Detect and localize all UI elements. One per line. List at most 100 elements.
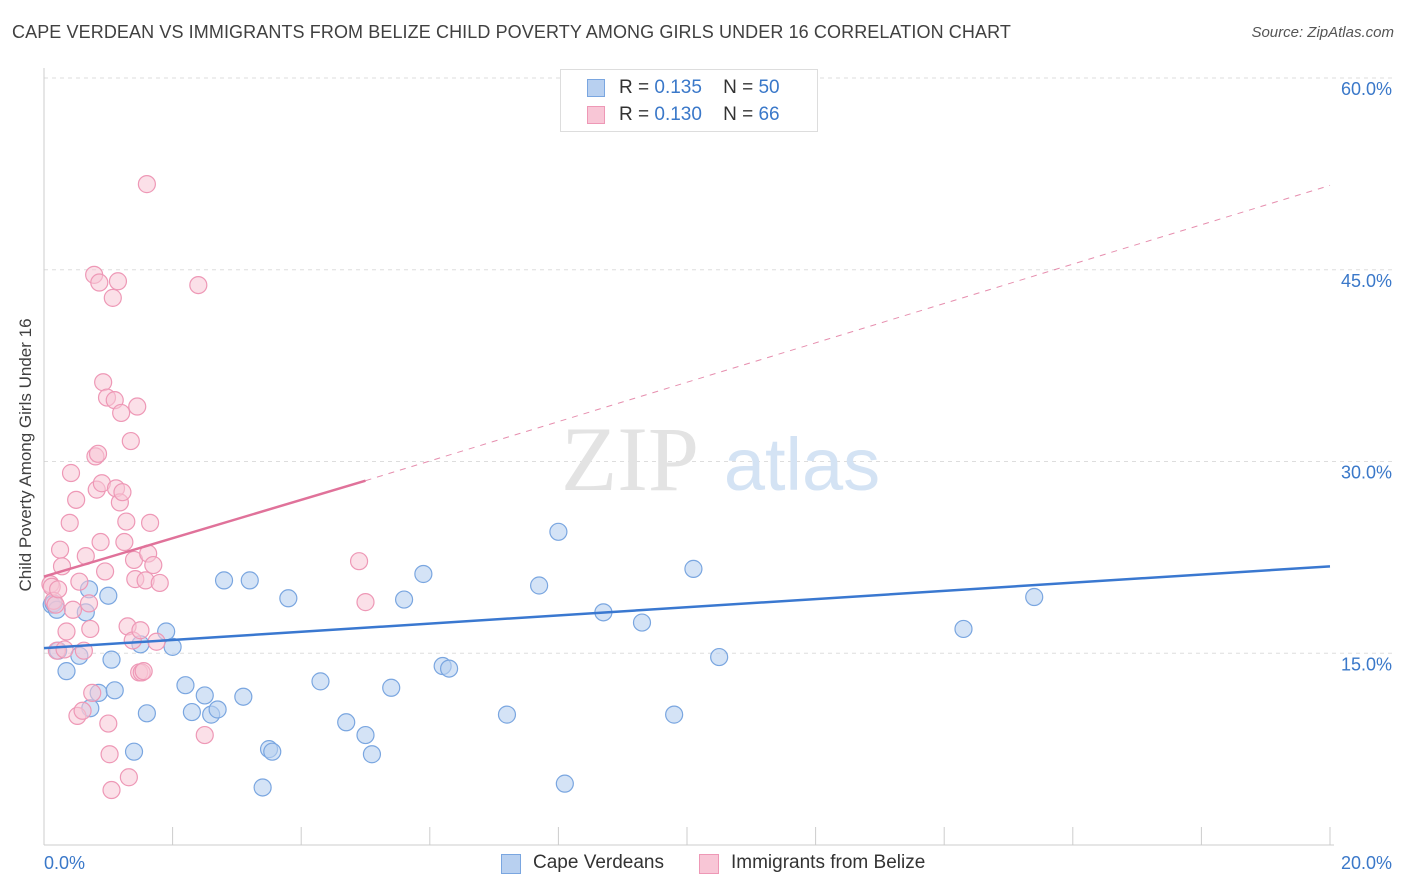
- data-point-cape-verdeans: [57, 662, 76, 681]
- data-point-belize: [91, 532, 110, 552]
- data-point-belize: [50, 540, 70, 559]
- data-point-cape-verdeans: [234, 687, 253, 706]
- data-point-belize: [121, 431, 140, 451]
- data-point-belize: [99, 714, 118, 733]
- data-point-cape-verdeans: [684, 559, 703, 578]
- data-point-belize: [49, 580, 68, 599]
- data-point-cape-verdeans: [137, 704, 156, 723]
- data-point-belize: [100, 745, 119, 764]
- data-point-belize: [60, 513, 79, 532]
- data-point-cape-verdeans: [382, 678, 401, 697]
- data-point-cape-verdeans: [105, 681, 124, 700]
- y-tick-label: 30.0%: [1341, 463, 1392, 483]
- trend-lines: [43, 184, 1331, 650]
- axes: [43, 68, 1334, 846]
- legend-label-belize: Immigrants from Belize: [731, 852, 926, 873]
- data-point-cape-verdeans: [208, 700, 227, 719]
- gridlines: [44, 77, 1392, 654]
- data-point-belize: [55, 640, 74, 659]
- data-point-cape-verdeans: [311, 672, 330, 691]
- legend-n-value: 66: [758, 104, 780, 125]
- data-point-belize: [57, 622, 76, 641]
- watermark-atlas: atlas: [724, 423, 880, 506]
- data-point-cape-verdeans: [439, 659, 459, 678]
- data-point-cape-verdeans: [710, 647, 729, 667]
- legend-r-value: 0.135: [654, 77, 702, 98]
- data-point-belize: [67, 490, 86, 509]
- data-point-belize: [128, 397, 147, 416]
- legend-r-label: R =: [619, 104, 650, 125]
- data-point-belize: [81, 619, 100, 639]
- data-point-cape-verdeans: [102, 650, 121, 669]
- data-point-cape-verdeans: [263, 742, 282, 761]
- data-point-belize: [102, 780, 121, 800]
- data-point-belize: [131, 621, 150, 640]
- data-point-belize: [95, 562, 115, 581]
- y-tick-label: 60.0%: [1341, 79, 1392, 99]
- series-cape-verdeans: [42, 522, 1044, 797]
- watermark: ZIP atlas: [561, 408, 880, 510]
- legend-swatch-blue: [501, 854, 521, 874]
- data-point-belize: [140, 513, 160, 532]
- data-point-cape-verdeans: [279, 589, 298, 608]
- data-point-cape-verdeans: [632, 613, 652, 632]
- data-point-belize: [195, 725, 214, 745]
- legend-r-value: 0.130: [654, 104, 702, 125]
- x-tick-label: 0.0%: [44, 853, 85, 873]
- legend-r-label: R =: [619, 77, 650, 98]
- data-point-cape-verdeans: [497, 705, 517, 724]
- legend-n-label: N =: [723, 77, 754, 98]
- data-point-cape-verdeans: [253, 778, 272, 797]
- data-point-cape-verdeans: [240, 571, 259, 590]
- data-point-cape-verdeans: [214, 571, 234, 590]
- data-point-belize: [117, 512, 136, 531]
- data-point-belize: [134, 662, 153, 681]
- data-point-cape-verdeans: [555, 774, 574, 793]
- data-point-cape-verdeans: [182, 702, 201, 722]
- source-label: Source: ZipAtlas.com: [1251, 24, 1394, 41]
- data-point-cape-verdeans: [549, 522, 568, 541]
- data-point-belize: [108, 272, 128, 291]
- data-point-cape-verdeans: [176, 676, 195, 695]
- y-tick-label: 45.0%: [1341, 271, 1392, 291]
- data-point-belize: [356, 593, 375, 612]
- data-point-belize: [113, 483, 132, 502]
- watermark-zip: ZIP: [561, 408, 699, 510]
- data-point-cape-verdeans: [362, 745, 382, 764]
- data-point-cape-verdeans: [195, 686, 214, 705]
- trend-line-cape-verdeans: [43, 565, 1331, 650]
- data-point-belize: [70, 572, 89, 591]
- data-point-cape-verdeans: [954, 619, 973, 639]
- data-point-cape-verdeans: [394, 590, 414, 609]
- data-point-cape-verdeans: [356, 725, 375, 745]
- trend-line-belize-extended: [365, 184, 1331, 482]
- legend-label-cape-verdeans: Cape Verdeans: [533, 852, 664, 873]
- trend-line-belize: [43, 479, 366, 578]
- data-point-cape-verdeans: [1025, 587, 1044, 607]
- legend-swatch-blue: [587, 79, 605, 97]
- data-point-belize: [103, 288, 122, 307]
- data-point-cape-verdeans: [414, 564, 433, 584]
- data-point-belize: [79, 594, 99, 613]
- data-point-belize: [83, 683, 102, 702]
- legend-swatch-pink: [587, 106, 605, 124]
- correlation-legend: R = 0.135 N = 50 R = 0.130 N = 66: [560, 69, 818, 132]
- data-point-belize: [144, 555, 163, 575]
- data-point-belize: [46, 595, 65, 614]
- data-point-belize: [73, 701, 92, 720]
- chart-title: CAPE VERDEAN VS IMMIGRANTS FROM BELIZE C…: [12, 22, 1011, 42]
- data-point-belize: [150, 573, 169, 593]
- data-point-belize: [88, 444, 108, 463]
- x-tick-label: 20.0%: [1341, 853, 1392, 873]
- data-point-belize: [115, 532, 134, 552]
- legend-n-value: 50: [758, 77, 780, 98]
- tick-labels: 15.0% 30.0% 45.0% 60.0% 0.0% 20.0%: [44, 79, 1392, 873]
- data-point-cape-verdeans: [163, 637, 182, 656]
- data-point-cape-verdeans: [665, 705, 684, 724]
- data-point-belize: [119, 768, 138, 787]
- data-point-belize: [90, 273, 109, 292]
- data-point-belize: [94, 373, 113, 392]
- data-point-belize: [61, 463, 81, 483]
- data-point-cape-verdeans: [530, 576, 549, 595]
